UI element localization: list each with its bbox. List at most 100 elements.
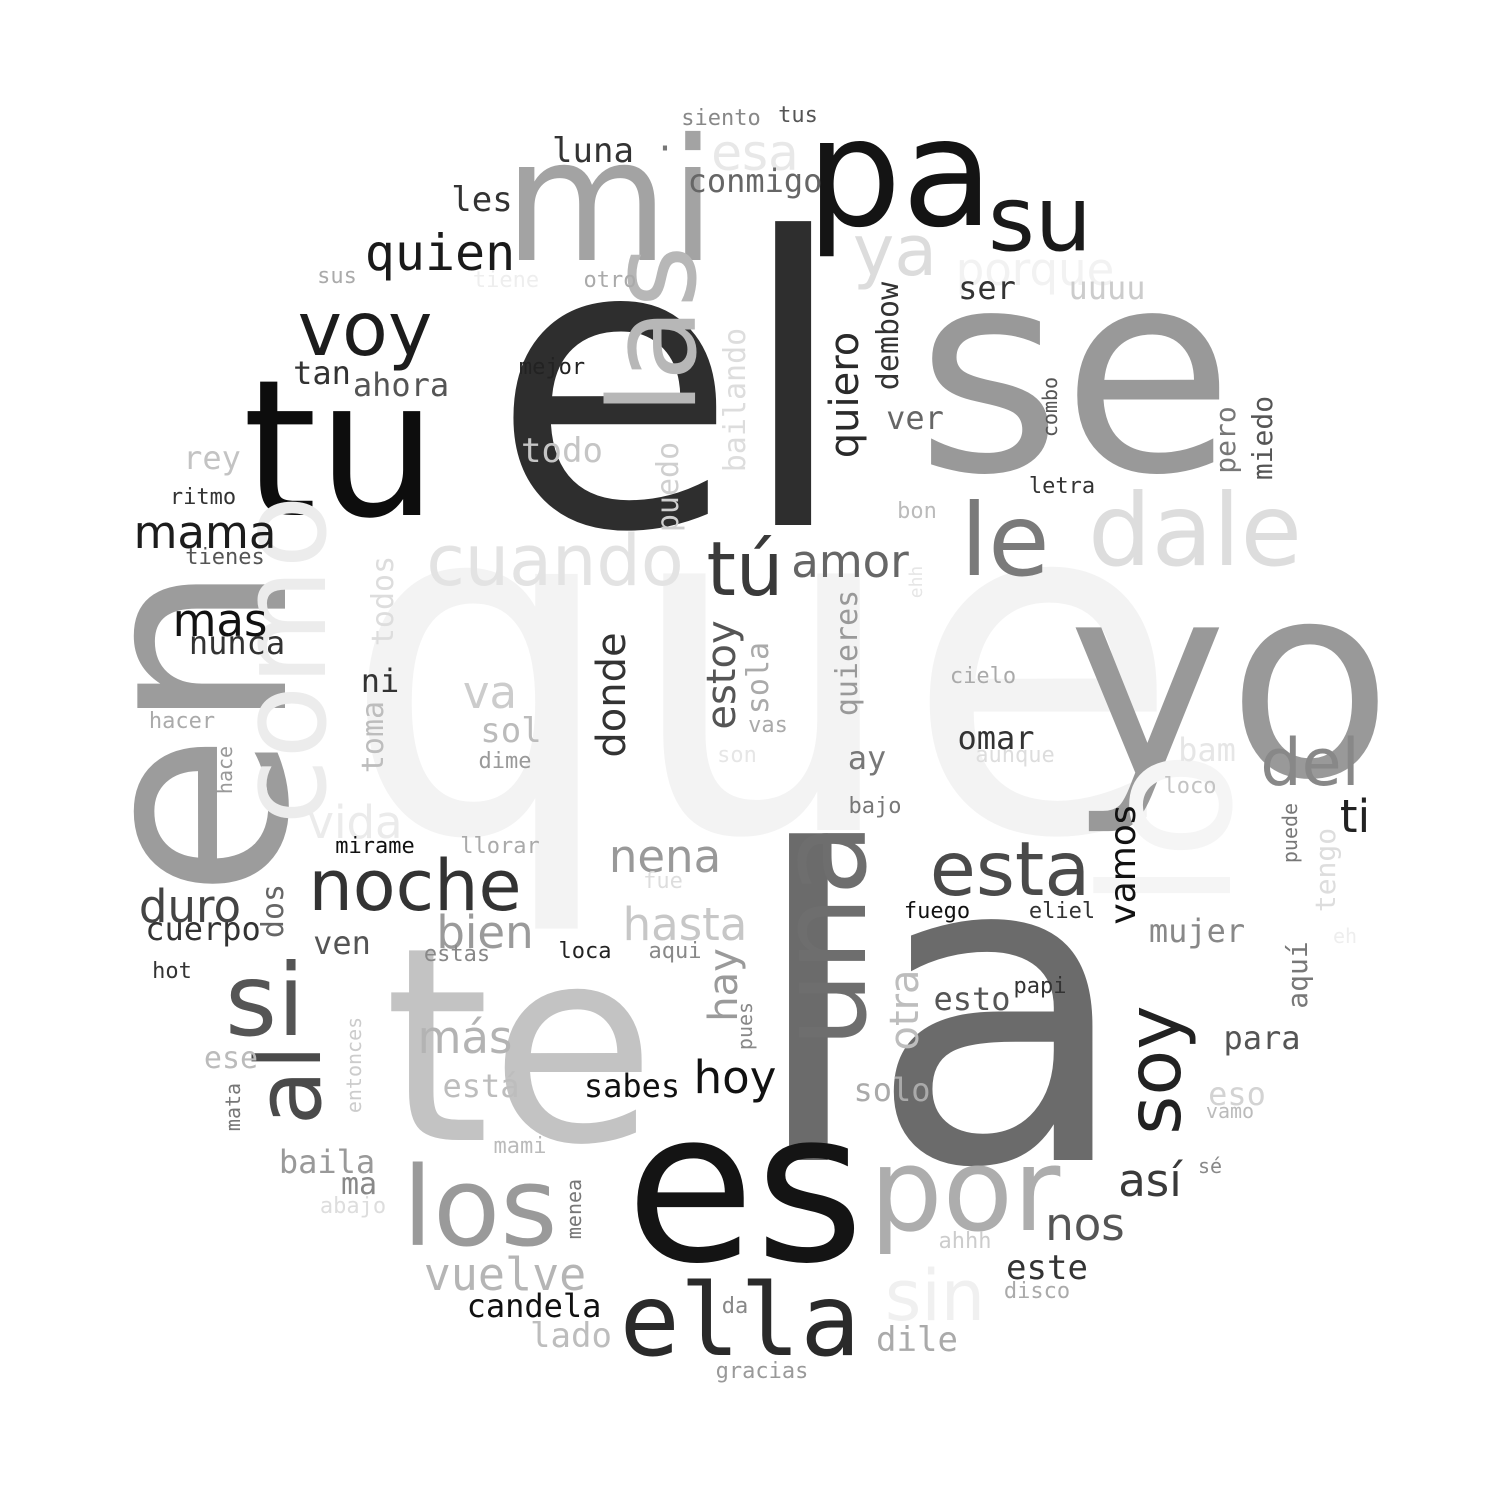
word-cloud-word: pero [1209,406,1242,473]
word-cloud-word: ese [204,1041,258,1076]
word-cloud-word: dale [1088,472,1302,589]
word-cloud-word: donde [589,632,635,757]
word-cloud-word: tu [243,339,438,560]
word-cloud-word: pa [806,87,993,261]
word-cloud-word: mi [504,103,717,301]
word-cloud-word: vamos [1103,805,1144,924]
word-cloud-word: rey [183,439,241,477]
word-cloud-word: ver [886,399,944,437]
word-cloud-word: ma [341,1167,377,1202]
word-cloud-word: dembow [871,281,906,390]
word-cloud-word: quiero [822,332,868,459]
word-cloud-word: sé [1198,1154,1222,1178]
word-cloud-word: mami [494,1134,547,1159]
word-cloud-word: amor [791,535,909,588]
word-cloud-word: · [659,126,672,172]
word-cloud-word: hot [152,959,192,984]
word-cloud-word: nunca [189,624,285,662]
word-cloud-word: son [717,743,757,768]
word-cloud-word: toma [356,701,391,773]
word-cloud-word: si [225,942,305,1059]
word-cloud-word: es [626,1065,865,1310]
word-cloud-word: fuego [904,899,970,924]
word-cloud-word: sin [885,1255,985,1337]
word-cloud-word: bam [1178,731,1236,769]
word-cloud-word: porque [956,243,1115,296]
word-cloud-word: una [755,822,894,1048]
word-cloud-word: por [870,1124,1061,1258]
word-cloud-word: todos [366,556,401,646]
word-cloud-word: tus [778,103,818,128]
word-cloud-word: pues [733,1002,757,1050]
word-cloud-word: esto [933,980,1010,1018]
word-cloud-word: bien [436,906,533,959]
word-cloud-word: omar [957,719,1034,757]
word-cloud-word: miedo [1246,396,1279,480]
word-cloud-word: uuuu [1068,269,1145,307]
word-cloud-word: otro [584,268,637,293]
word-cloud-word: baila [279,1143,375,1181]
word-cloud-word: mata [221,1083,245,1131]
word-cloud-word: tú [707,525,784,613]
word-cloud-word: combo [1038,377,1062,437]
word-cloud-word: fue [643,869,683,894]
word-cloud-word: nos [1045,1198,1125,1251]
word-cloud-word: dime [479,749,532,774]
word-cloud-word: quien [365,224,516,282]
word-cloud-word: soy [1110,1005,1198,1134]
word-cloud-word: en [34,561,349,898]
word-cloud-word: más [418,1011,513,1064]
word-cloud-word: te [384,889,656,1204]
word-cloud-word: loco [1164,774,1217,799]
word-cloud-word: el [491,155,848,620]
word-cloud-word: otra [882,969,928,1050]
word-cloud-word: sola [741,642,776,714]
word-cloud-word: cuerpo [145,910,261,948]
word-cloud-word: tan [293,354,351,392]
word-cloud-word: ay [848,739,887,777]
word-cloud-word: aqui [649,939,702,964]
word-cloud-word: candela [467,1287,602,1325]
word-cloud-word: bailando [718,328,753,473]
word-cloud-word: mas [173,594,268,647]
word-cloud-word: luna [552,131,634,171]
word-cloud-word: este [1006,1248,1088,1288]
word-cloud-word: mujer [1149,912,1245,950]
word-cloud-word: hasta [623,898,748,951]
word-cloud-word: que [336,394,1185,941]
word-cloud-word: solo [853,1071,930,1109]
word-cloud-word: tiene [473,268,539,293]
word-cloud-word: puede [1278,803,1302,863]
word-cloud-word: aquí [1281,941,1314,1008]
word-cloud-word: sabes [584,1067,680,1105]
word-cloud-word: las [585,245,724,414]
word-cloud-word: esa [711,124,798,182]
word-cloud-word: todo [521,431,603,471]
word-cloud-word: para [1223,1019,1300,1057]
word-cloud-word: ahora [353,366,449,404]
word-cloud-word: gracias [716,1359,809,1384]
word-cloud-word: nena [609,830,721,883]
word-cloud-word: menea [562,1179,586,1239]
word-cloud-word: los [402,1143,557,1271]
word-cloud-word: letra [1029,474,1095,499]
word-cloud-word: dile [876,1320,958,1360]
word-cloud-word: papi [1014,974,1067,999]
word-cloud-word: sol [480,711,541,751]
word-cloud-word: del [1260,726,1359,801]
word-cloud-word: eso [1208,1075,1266,1113]
word-cloud-word: la [749,762,1132,1262]
word-cloud-word: ya [853,210,937,292]
word-cloud-word: vuelve [424,1248,587,1301]
word-cloud-word: ti [1340,790,1370,843]
word-cloud-word: esta [930,825,1091,913]
word-cloud-word: mejor [519,355,585,380]
word-cloud-word: abajo [320,1194,386,1219]
word-cloud-word: mirame [335,834,414,859]
word-cloud-word: aunque [975,743,1054,768]
word-cloud-word: ella [620,1262,861,1379]
word-cloud-word: bon [897,499,937,524]
word-cloud-word: vida [307,796,402,849]
